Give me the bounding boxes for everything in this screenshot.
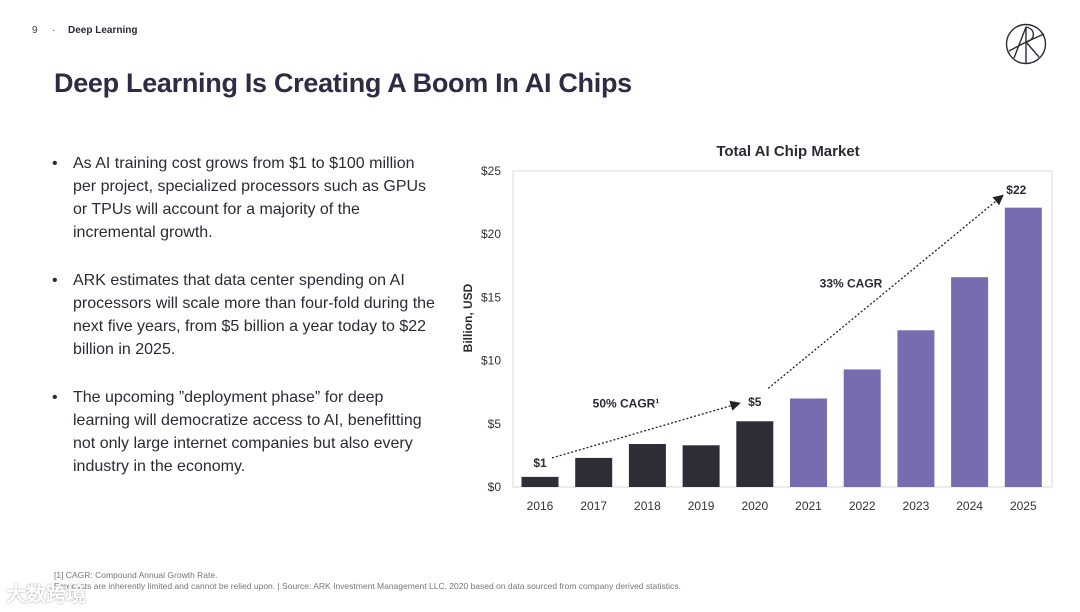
annotation-label: $5 [748, 395, 762, 409]
x-tick-label: 2020 [741, 499, 768, 513]
x-tick-label: 2016 [527, 499, 554, 513]
x-tick-label: 2025 [1010, 499, 1037, 513]
x-tick-label: 2017 [580, 499, 607, 513]
bar-2022 [843, 369, 881, 487]
annotation-label: 33% CAGR [820, 276, 883, 290]
annotation-label: $1 [533, 456, 547, 470]
y-tick-label: $10 [481, 354, 501, 368]
section-label: Deep Learning [68, 25, 138, 36]
y-tick-label: $0 [488, 480, 502, 494]
bar-2023 [897, 330, 935, 487]
page-title: Deep Learning Is Creating A Boom In AI C… [54, 68, 632, 98]
y-tick-label: $20 [481, 227, 501, 241]
bar-2016 [521, 476, 559, 487]
header-separator: · [52, 25, 56, 36]
x-tick-label: 2018 [634, 499, 661, 513]
cagr-arrow-forecast [767, 194, 1004, 389]
annotation-label: $22 [1006, 183, 1026, 197]
y-tick-label: $25 [481, 164, 501, 178]
y-tick-label: $5 [488, 417, 502, 431]
footnote-cagr: [1] CAGR: Compound Annual Growth Rate. [54, 570, 218, 580]
x-tick-label: 2019 [688, 499, 715, 513]
x-tick-label: 2024 [956, 499, 983, 513]
footnote-source: Forecasts are inherently limited and can… [54, 581, 681, 591]
bar-2024 [951, 277, 989, 487]
bar-2019 [682, 445, 720, 487]
bar-2020 [736, 421, 774, 487]
annotation-label: 50% CAGR¹ [593, 396, 660, 410]
x-tick-label: 2021 [795, 499, 822, 513]
watermark: 大数跨境 [6, 584, 86, 606]
ark-logo [1005, 23, 1047, 70]
y-tick-label: $15 [481, 290, 501, 304]
bullet-item: As AI training cost grows from $1 to $10… [52, 152, 437, 244]
bar-2025 [1004, 207, 1042, 487]
plot-frame [512, 170, 1053, 488]
x-tick-label: 2022 [849, 499, 876, 513]
x-tick-label: 2023 [903, 499, 930, 513]
bar-2017 [575, 457, 613, 487]
chart-title: Total AI Chip Market [716, 143, 859, 160]
bullet-list: As AI training cost grows from $1 to $10… [52, 152, 437, 503]
cagr-arrow-historical [551, 400, 741, 459]
bar-2021 [790, 398, 827, 487]
y-axis-label: Billion, USD [461, 283, 475, 352]
page-number: 9 [32, 25, 38, 36]
bullet-item: ARK estimates that data center spending … [52, 269, 437, 361]
bar-2018 [628, 444, 666, 487]
bullet-item: The upcoming ”deployment phase” for deep… [52, 386, 437, 478]
